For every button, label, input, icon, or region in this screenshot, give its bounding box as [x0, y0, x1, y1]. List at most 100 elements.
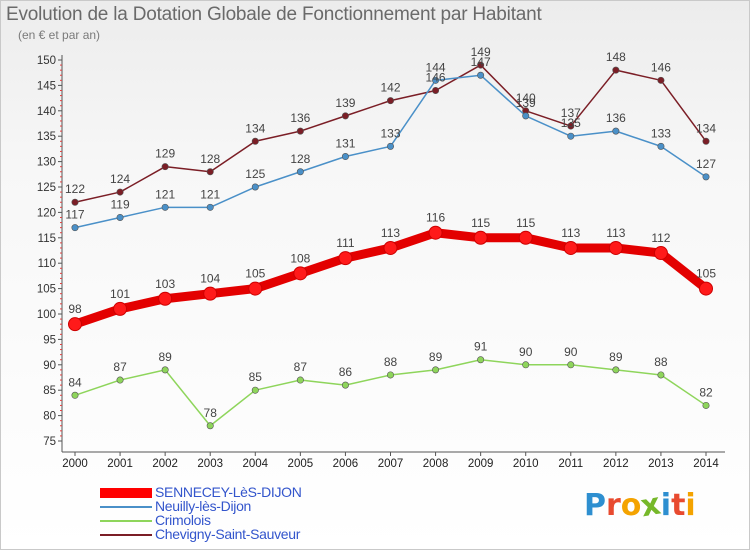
x-tick-label: 2010	[513, 458, 539, 470]
data-point	[341, 112, 349, 120]
data-label: 98	[68, 302, 82, 316]
data-label: 113	[561, 226, 580, 240]
data-point	[296, 376, 304, 384]
legend-swatch	[100, 534, 152, 536]
data-point	[341, 153, 349, 161]
data-point	[702, 401, 710, 409]
x-tick-label: 2002	[152, 458, 178, 470]
data-label: 78	[204, 406, 218, 420]
chart-axes: 75 80 85 90 95 100 105 110 115 120 125 130 135 140 145…	[37, 55, 725, 470]
data-point	[113, 301, 128, 316]
x-tick-label: 2000	[62, 458, 88, 470]
data-label: 137	[561, 106, 581, 120]
data-point	[522, 361, 530, 369]
data-label: 89	[429, 350, 443, 364]
data-point	[567, 122, 575, 130]
data-point	[68, 317, 82, 332]
data-point	[702, 173, 710, 181]
data-point	[161, 163, 169, 171]
legend-item: Neuilly-lès-Dijon	[100, 498, 400, 514]
logo-letter: P	[584, 488, 606, 523]
y-tick-label: 80	[43, 411, 56, 423]
data-label: 90	[519, 345, 533, 359]
data-label: 148	[606, 50, 626, 64]
x-tick-label: 2011	[558, 458, 583, 470]
x-tick-label: 2008	[423, 458, 449, 470]
data-label: 128	[290, 152, 310, 166]
data-label: 103	[155, 277, 175, 291]
legend-label: Chevigny-Saint-Sauveur	[155, 526, 301, 542]
data-label: 104	[200, 272, 220, 286]
y-tick-label: 110	[38, 258, 56, 270]
y-tick-label: 140	[37, 106, 56, 118]
data-point	[158, 291, 173, 306]
data-label: 133	[380, 126, 400, 140]
data-point	[248, 281, 263, 296]
logo-letter: o	[620, 488, 642, 523]
data-point	[657, 142, 665, 150]
y-tick-label: 90	[43, 360, 56, 372]
data-label: 105	[245, 267, 265, 281]
data-label: 90	[564, 345, 578, 359]
data-label: 121	[155, 187, 175, 201]
data-point	[699, 281, 713, 296]
series-line-crimolois	[74, 358, 707, 427]
data-label: 111	[336, 236, 355, 250]
y-tick-label: 130	[37, 157, 56, 169]
data-point	[251, 183, 259, 191]
data-point	[432, 76, 440, 84]
data-label: 124	[110, 172, 130, 186]
data-label: 116	[426, 211, 445, 225]
data-label: 82	[699, 385, 713, 399]
data-point	[657, 76, 665, 84]
data-point	[161, 366, 169, 374]
data-point	[116, 376, 124, 384]
data-label: 135	[561, 116, 581, 130]
data-point	[612, 366, 620, 374]
data-point	[477, 71, 485, 79]
legend-swatch	[100, 488, 152, 498]
data-point	[522, 112, 530, 120]
data-point	[612, 127, 620, 135]
data-label: 134	[696, 121, 716, 135]
data-label: 136	[290, 111, 310, 125]
data-point	[653, 246, 668, 261]
y-tick-label: 145	[37, 80, 56, 92]
data-point	[702, 137, 710, 145]
data-label: 129	[155, 147, 175, 161]
data-point	[116, 213, 124, 221]
data-point	[432, 366, 440, 374]
data-label: 142	[380, 81, 400, 95]
x-tick-label: 2003	[197, 458, 223, 470]
data-label: 87	[294, 360, 308, 374]
x-tick-label: 2004	[242, 458, 268, 470]
data-point	[71, 391, 79, 399]
data-point	[251, 386, 259, 394]
data-label: 149	[471, 45, 491, 59]
logo-letter: i	[685, 488, 696, 523]
y-tick-label: 120	[37, 207, 56, 219]
y-tick-label: 95	[43, 334, 56, 346]
data-point	[386, 97, 394, 105]
data-point	[116, 188, 124, 196]
data-point	[251, 137, 259, 145]
y-tick-label: 135	[37, 131, 56, 143]
data-label: 113	[606, 226, 625, 240]
y-tick-label: 75	[43, 436, 56, 448]
data-point	[428, 225, 443, 240]
data-label: 117	[65, 208, 84, 222]
x-tick-label: 2009	[468, 458, 494, 470]
legend-swatch	[100, 506, 152, 508]
data-point	[296, 127, 304, 135]
data-label: 140	[516, 91, 536, 105]
data-label: 121	[200, 187, 220, 201]
data-point	[206, 422, 214, 430]
y-tick-label: 115	[38, 233, 56, 245]
x-tick-label: 2012	[603, 458, 629, 470]
logo-letter: r	[606, 488, 621, 523]
data-label: 86	[339, 365, 353, 379]
data-label: 88	[384, 355, 398, 369]
data-point	[473, 230, 488, 245]
data-label: 113	[381, 226, 400, 240]
